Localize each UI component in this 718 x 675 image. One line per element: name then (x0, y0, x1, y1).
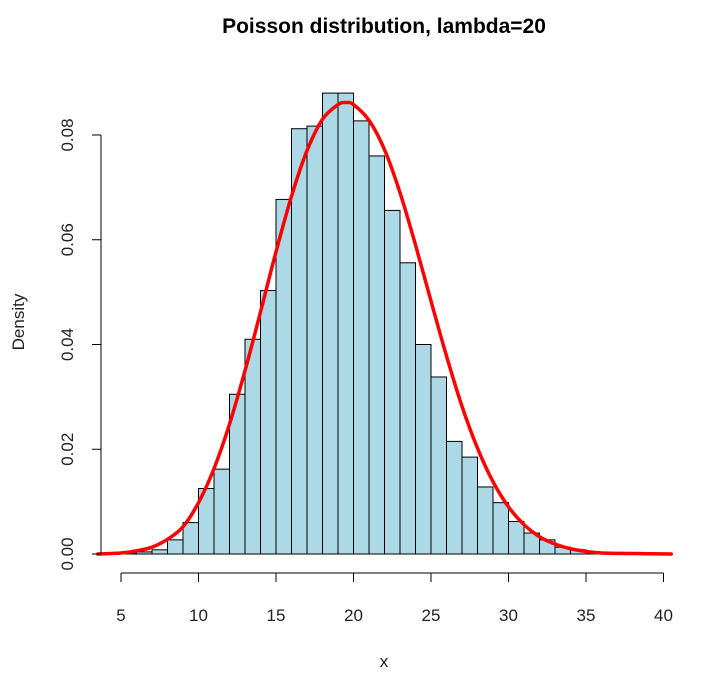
histogram-bar (446, 440, 463, 555)
x-tick-label: 25 (422, 606, 441, 625)
histogram-bar (136, 551, 153, 555)
histogram-bar (244, 338, 261, 555)
x-axis-label: x (380, 652, 389, 671)
x-tick-label: 20 (344, 606, 363, 625)
histogram-bar (337, 92, 354, 555)
histogram-bar (322, 92, 339, 555)
y-tick-label: 0.06 (58, 223, 77, 256)
y-axis: 0.00 0.02 0.04 0.06 0.08 (58, 118, 102, 571)
histogram-bar (415, 344, 432, 555)
histogram-bar (430, 376, 447, 555)
x-axis: 5 10 15 20 25 30 35 40 (116, 572, 673, 625)
y-tick-label: 0.04 (58, 328, 77, 361)
histogram-bar (508, 521, 525, 555)
histogram-bar (213, 468, 230, 555)
y-tick-label: 0.08 (58, 118, 77, 151)
histogram-bar (384, 209, 401, 555)
histogram-bar (353, 120, 370, 555)
histogram-bar (306, 125, 323, 555)
histogram-bar (399, 262, 416, 555)
y-tick-label: 0.00 (58, 537, 77, 570)
chart-title: Poisson distribution, lambda=20 (222, 15, 546, 38)
x-tick-label: 30 (499, 606, 518, 625)
histogram-bar (477, 486, 494, 555)
histogram-bar (492, 502, 509, 555)
x-tick-label: 10 (189, 606, 208, 625)
x-tick-label: 40 (654, 606, 673, 625)
y-tick-label: 0.02 (58, 433, 77, 466)
density-curve (96, 100, 673, 556)
histogram-bar (461, 456, 478, 555)
histogram-bar (182, 522, 199, 555)
histogram-bars (105, 92, 649, 555)
histogram-bar (275, 198, 292, 555)
x-tick-label: 35 (577, 606, 596, 625)
y-axis-label: Density (9, 293, 28, 350)
histogram-bar (167, 539, 184, 555)
histogram-bar (151, 549, 168, 555)
histogram-bar (368, 155, 385, 555)
histogram-bar (260, 290, 277, 555)
x-tick-label: 15 (267, 606, 286, 625)
density-curve-group (96, 100, 673, 556)
x-tick-label: 5 (116, 606, 125, 625)
